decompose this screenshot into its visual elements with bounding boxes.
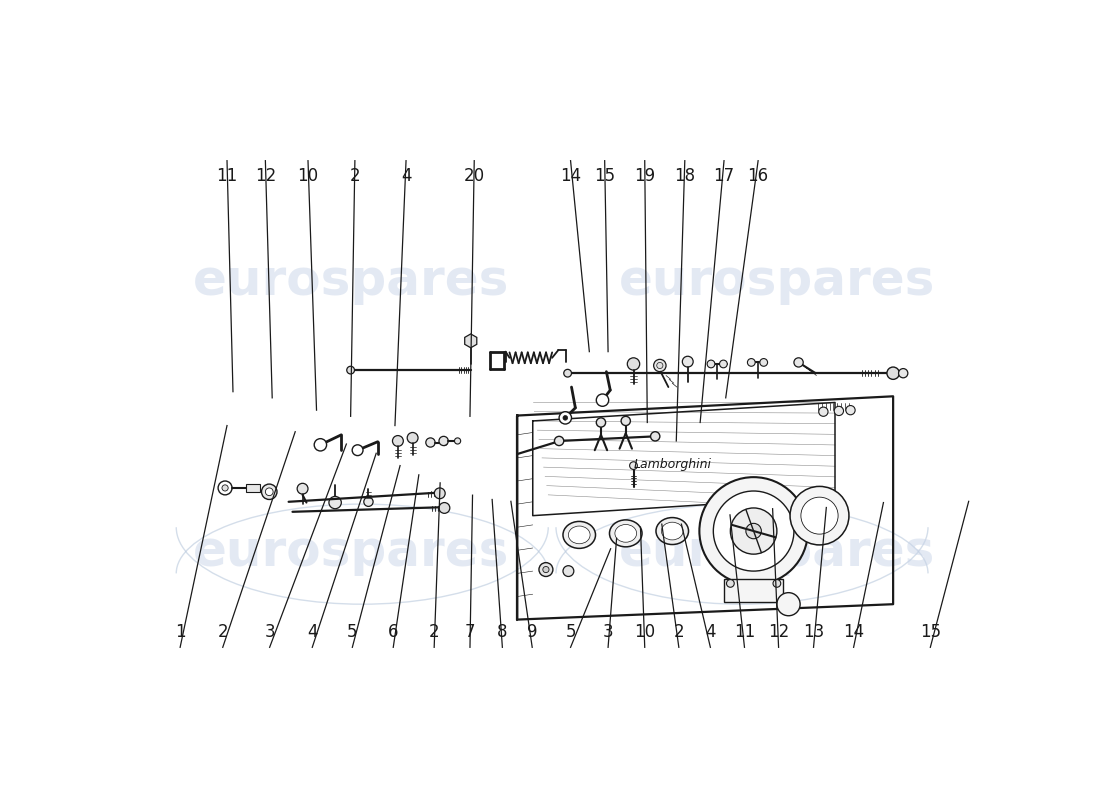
Circle shape xyxy=(801,497,838,534)
Circle shape xyxy=(650,432,660,441)
Circle shape xyxy=(657,362,663,369)
Circle shape xyxy=(596,418,606,427)
Circle shape xyxy=(719,360,727,368)
Circle shape xyxy=(596,394,608,406)
Text: 18: 18 xyxy=(674,167,695,185)
Text: 3: 3 xyxy=(603,623,614,641)
Circle shape xyxy=(218,481,232,495)
Circle shape xyxy=(887,367,900,379)
Circle shape xyxy=(407,433,418,443)
Text: 4: 4 xyxy=(705,623,716,641)
Text: 2: 2 xyxy=(350,167,360,185)
Circle shape xyxy=(730,508,777,554)
Text: 16: 16 xyxy=(748,167,769,185)
Text: 2: 2 xyxy=(429,623,440,641)
Text: 12: 12 xyxy=(255,167,276,185)
Text: eurospares: eurospares xyxy=(192,257,509,305)
Text: 10: 10 xyxy=(297,167,319,185)
Circle shape xyxy=(621,416,630,426)
Text: 5: 5 xyxy=(565,623,575,641)
Circle shape xyxy=(794,358,803,367)
Circle shape xyxy=(834,406,844,415)
Text: 14: 14 xyxy=(843,623,865,641)
Circle shape xyxy=(393,435,404,446)
Circle shape xyxy=(542,566,549,573)
Circle shape xyxy=(653,359,667,372)
Text: 1: 1 xyxy=(175,623,186,641)
Circle shape xyxy=(352,445,363,455)
Circle shape xyxy=(790,486,849,545)
Text: 11: 11 xyxy=(734,623,755,641)
Text: 17: 17 xyxy=(714,167,735,185)
Text: 4: 4 xyxy=(307,623,318,641)
Ellipse shape xyxy=(609,520,642,547)
Circle shape xyxy=(773,579,781,587)
Text: 2: 2 xyxy=(218,623,228,641)
Text: 4: 4 xyxy=(400,167,411,185)
Circle shape xyxy=(262,484,277,499)
Circle shape xyxy=(746,523,761,538)
Circle shape xyxy=(434,488,446,498)
Text: eurospares: eurospares xyxy=(618,257,935,305)
Bar xyxy=(246,484,260,492)
Circle shape xyxy=(627,358,640,370)
Ellipse shape xyxy=(656,518,689,545)
Text: 7: 7 xyxy=(464,623,475,641)
Circle shape xyxy=(747,358,756,366)
Text: 14: 14 xyxy=(560,167,581,185)
Text: 11: 11 xyxy=(217,167,238,185)
Circle shape xyxy=(346,366,354,374)
Circle shape xyxy=(539,562,553,577)
Circle shape xyxy=(426,438,436,447)
Circle shape xyxy=(222,485,228,491)
Circle shape xyxy=(713,491,794,571)
Circle shape xyxy=(707,360,715,368)
Text: eurospares: eurospares xyxy=(618,528,935,576)
Circle shape xyxy=(454,438,461,444)
Text: 19: 19 xyxy=(635,167,656,185)
Circle shape xyxy=(899,369,907,378)
Circle shape xyxy=(297,483,308,494)
Circle shape xyxy=(265,488,273,496)
Text: 12: 12 xyxy=(768,623,789,641)
Circle shape xyxy=(364,497,373,506)
Circle shape xyxy=(563,566,574,577)
Text: 10: 10 xyxy=(635,623,656,641)
Ellipse shape xyxy=(661,522,683,540)
Text: eurospares: eurospares xyxy=(192,528,509,576)
Circle shape xyxy=(559,412,572,424)
Circle shape xyxy=(315,438,327,451)
Text: 5: 5 xyxy=(348,623,358,641)
Circle shape xyxy=(439,436,449,446)
Text: 20: 20 xyxy=(464,167,485,185)
Circle shape xyxy=(682,356,693,367)
Text: Lamborghini: Lamborghini xyxy=(634,458,712,470)
Text: 6: 6 xyxy=(388,623,398,641)
Circle shape xyxy=(760,358,768,366)
Ellipse shape xyxy=(569,526,590,544)
Circle shape xyxy=(554,436,563,446)
Circle shape xyxy=(846,406,855,414)
Circle shape xyxy=(563,415,568,420)
Circle shape xyxy=(726,579,735,587)
Text: 13: 13 xyxy=(803,623,824,641)
Circle shape xyxy=(563,370,572,377)
Circle shape xyxy=(818,407,828,416)
Text: 2: 2 xyxy=(673,623,684,641)
Text: 15: 15 xyxy=(594,167,615,185)
Circle shape xyxy=(700,477,807,585)
Bar xyxy=(724,578,783,602)
Circle shape xyxy=(777,593,800,616)
Circle shape xyxy=(329,496,341,509)
Ellipse shape xyxy=(563,522,595,548)
Text: 3: 3 xyxy=(264,623,275,641)
Ellipse shape xyxy=(615,525,637,542)
Text: 15: 15 xyxy=(920,623,940,641)
Circle shape xyxy=(441,439,448,446)
Text: 9: 9 xyxy=(527,623,538,641)
Circle shape xyxy=(439,502,450,514)
Circle shape xyxy=(629,462,637,470)
Text: 8: 8 xyxy=(497,623,507,641)
